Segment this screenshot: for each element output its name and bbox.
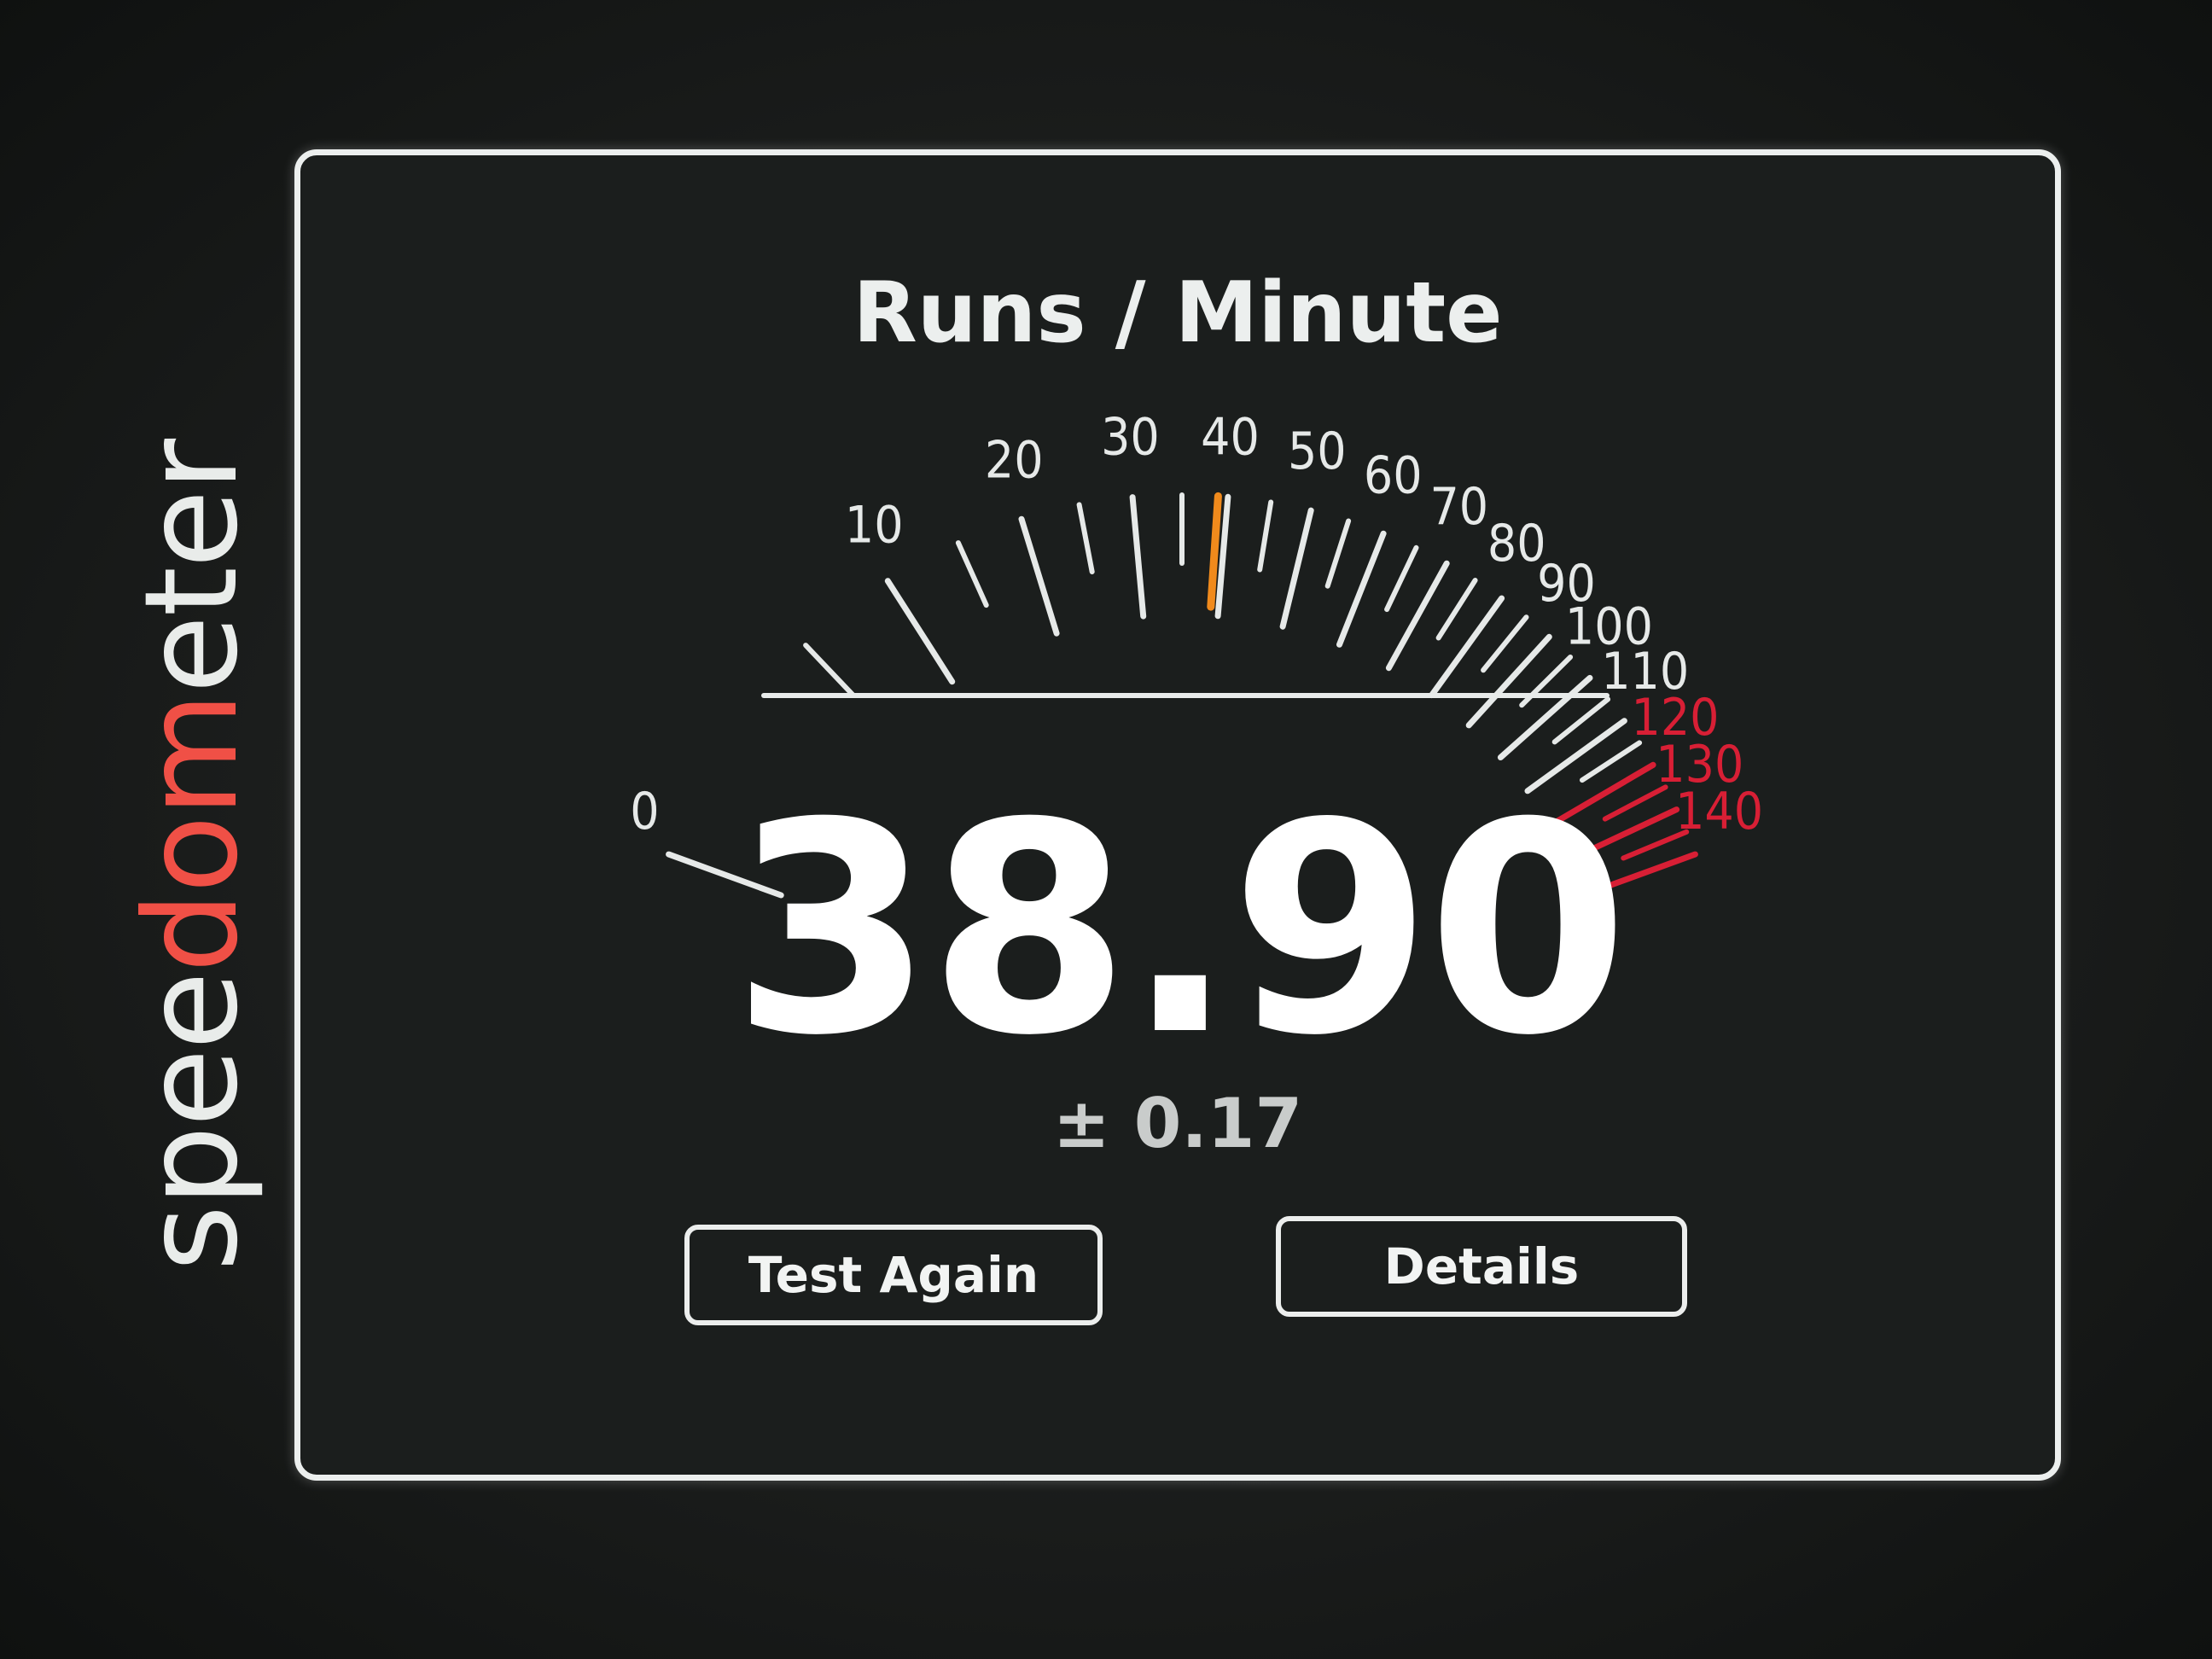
gauge-major-tick	[666, 851, 784, 899]
gauge-major-tick	[1497, 674, 1593, 760]
gauge-tick-label: 90	[1537, 554, 1596, 614]
gauge-minor-tick	[955, 540, 989, 608]
gauge-tick-label: 140	[1675, 782, 1763, 841]
gauge-tick-label: 80	[1487, 514, 1546, 573]
gauge-tick-label: 50	[1288, 422, 1347, 481]
gauge-major-tick	[1129, 494, 1147, 620]
gauge-major-tick	[1385, 560, 1450, 672]
details-button[interactable]: Details	[1276, 1216, 1687, 1317]
gauge-tick-label: 120	[1631, 688, 1719, 748]
gauge-minor-tick	[1257, 499, 1274, 573]
gauge-major-tick	[1580, 851, 1698, 899]
gauge-major-tick	[1465, 633, 1552, 729]
gauge-minor-tick	[1551, 696, 1611, 745]
gauge-tick-label: 130	[1656, 735, 1743, 795]
gauge-major-tick	[1565, 806, 1680, 864]
gauge-minor-tick	[803, 643, 856, 698]
gauge-minor-tick	[1481, 614, 1529, 673]
gauge-divider	[761, 693, 1610, 698]
gauge-minor-tick	[1435, 578, 1478, 641]
gauge-tick-label: 110	[1601, 642, 1689, 701]
gauge-tick-label: 100	[1565, 597, 1653, 657]
gauge-tick-label: 30	[1101, 408, 1160, 468]
gauge-tick-label: 0	[630, 782, 659, 841]
gauge-minor-tick	[1621, 829, 1690, 861]
gauge-tick-label: 60	[1364, 445, 1423, 505]
gauge-tick-label: 20	[985, 431, 1044, 491]
gauge-minor-tick	[1324, 518, 1352, 589]
gauge-minor-tick	[1580, 740, 1643, 783]
gauge-tick-label: 10	[845, 496, 904, 556]
score-error-margin: ± 0.17	[1052, 1084, 1303, 1163]
gauge-minor-tick	[1602, 784, 1668, 822]
gauge-major-tick	[1336, 530, 1387, 648]
gauge-major-tick	[1279, 507, 1314, 630]
gauge-major-tick	[884, 578, 956, 685]
gauge-major-tick	[1546, 761, 1656, 829]
gauge-major-tick	[1018, 515, 1060, 637]
gauge-needle	[1207, 492, 1222, 611]
gauge-major-tick	[1214, 493, 1231, 620]
score-unit-title: Runs / Minute	[853, 265, 1503, 362]
gauge-tick-label: 70	[1429, 477, 1488, 537]
gauge-minor-tick	[1076, 502, 1095, 574]
gauge-tick-label: 40	[1201, 407, 1260, 467]
gauge-major-tick	[1429, 595, 1505, 699]
gauge-minor-tick	[1384, 544, 1419, 613]
test-again-button[interactable]: Test Again	[684, 1225, 1103, 1325]
score-value: 38.90	[731, 761, 1628, 1099]
gauge-major-tick	[1524, 718, 1627, 795]
results-panel	[294, 149, 2061, 1481]
